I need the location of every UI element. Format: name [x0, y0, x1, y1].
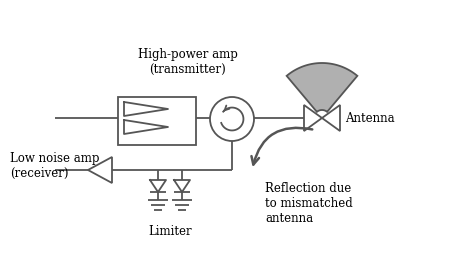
Text: Antenna: Antenna [345, 111, 395, 124]
Text: Limiter: Limiter [148, 225, 192, 238]
Text: Low noise amp
(receiver): Low noise amp (receiver) [10, 152, 100, 180]
Bar [118, 97, 196, 145]
Polygon shape [88, 157, 112, 183]
Polygon shape [322, 105, 340, 131]
Text: High-power amp
(transmitter): High-power amp (transmitter) [138, 48, 238, 76]
Text: Reflection due
to mismatched
antenna: Reflection due to mismatched antenna [265, 182, 353, 225]
Polygon shape [287, 63, 357, 112]
Polygon shape [304, 105, 322, 131]
